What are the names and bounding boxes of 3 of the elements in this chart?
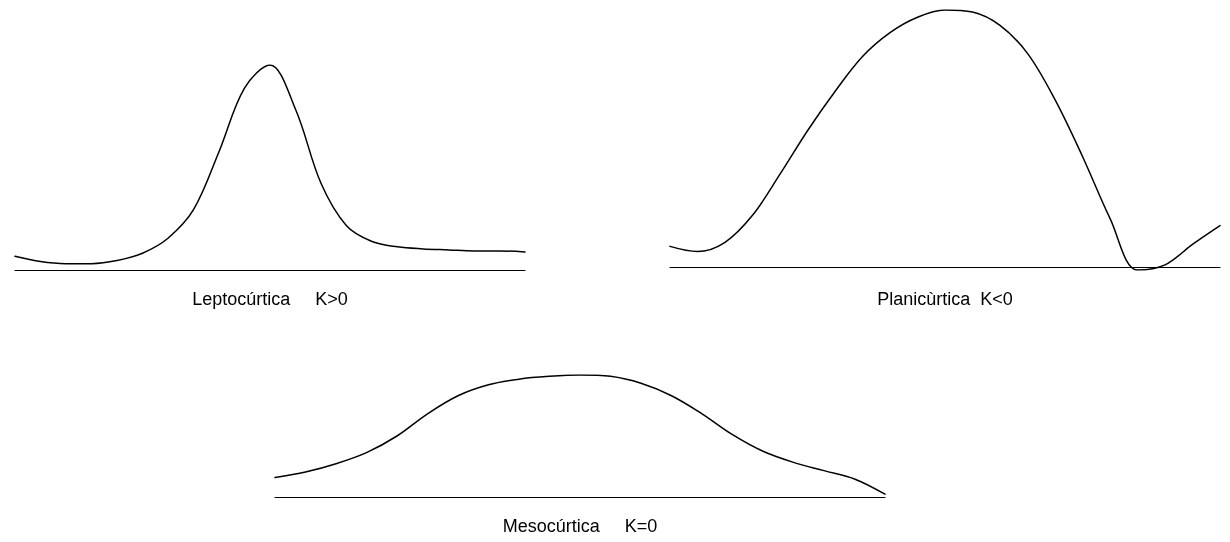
x-axis-title: Planicùrtica K<0 bbox=[877, 289, 1013, 309]
x-axis-title: Mesocúrtica K=0 bbox=[502, 516, 658, 536]
x-axis-title: Leptocúrtica K>0 bbox=[192, 289, 348, 309]
